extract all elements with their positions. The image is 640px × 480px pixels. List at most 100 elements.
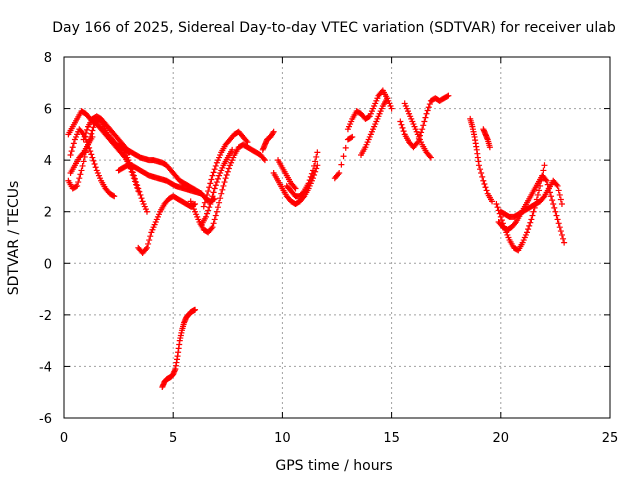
- axis-ticks: 0 5 10 15 20 25 -6 -4 -2 0 2 4 6 8: [39, 51, 618, 446]
- data-point: [243, 137, 250, 144]
- data-point: [83, 126, 90, 133]
- data-point: [204, 191, 211, 198]
- data-point: [528, 216, 535, 223]
- data-point: [207, 180, 214, 187]
- data-point: [221, 179, 228, 186]
- data-point: [206, 184, 213, 191]
- data-point: [135, 185, 142, 192]
- y-tick-label: 6: [44, 103, 52, 118]
- data-point: [398, 121, 405, 128]
- data-point: [365, 113, 372, 120]
- data-point: [128, 166, 135, 173]
- data-point: [388, 105, 395, 112]
- data-point: [131, 175, 138, 182]
- data-point: [556, 191, 563, 198]
- series-track-16: [275, 157, 299, 192]
- data-point: [213, 179, 220, 186]
- data-point: [553, 212, 560, 219]
- data-point: [481, 180, 488, 187]
- data-point: [311, 162, 318, 169]
- data-point: [338, 161, 345, 168]
- data-point: [425, 104, 432, 111]
- data-point: [222, 175, 229, 182]
- data-point: [551, 204, 558, 211]
- grid-lines: [64, 57, 610, 418]
- data-point: [534, 191, 541, 198]
- data-point: [223, 171, 230, 178]
- data-point: [142, 246, 149, 253]
- x-tick-label: 0: [60, 431, 68, 446]
- data-point: [527, 219, 534, 226]
- data-point: [225, 165, 232, 172]
- data-point: [335, 171, 342, 178]
- chart-title: Day 166 of 2025, Sidereal Day-to-day VTE…: [52, 20, 616, 36]
- data-point: [213, 208, 220, 215]
- data-point: [216, 199, 223, 206]
- data-point: [126, 159, 133, 166]
- data-point: [497, 213, 504, 220]
- data-point: [426, 101, 433, 108]
- data-point: [486, 144, 493, 151]
- data-point: [552, 208, 559, 215]
- series-track-21: [401, 100, 434, 161]
- data-point: [548, 193, 555, 200]
- data-point: [525, 226, 532, 233]
- series-track-19: [358, 95, 391, 158]
- data-point: [218, 190, 225, 197]
- x-axis-label: GPS time / hours: [275, 458, 392, 474]
- data-point: [536, 187, 543, 194]
- data-point: [530, 208, 537, 215]
- data-point: [214, 204, 221, 211]
- data-point: [553, 181, 560, 188]
- data-point: [77, 171, 84, 178]
- data-point: [478, 170, 485, 177]
- data-point: [209, 172, 216, 179]
- data-point: [89, 154, 96, 161]
- data-point: [489, 198, 496, 205]
- data-point: [399, 124, 406, 131]
- data-point: [136, 188, 143, 195]
- data-point: [427, 154, 434, 161]
- data-point: [146, 237, 153, 244]
- data-point: [480, 177, 487, 184]
- data-point: [494, 204, 501, 211]
- data-point: [313, 153, 320, 160]
- data-point: [475, 162, 482, 169]
- data-point: [208, 225, 215, 232]
- x-tick-label: 15: [383, 431, 400, 446]
- data-point: [342, 144, 349, 151]
- data-point: [147, 233, 154, 240]
- data-point: [68, 148, 75, 155]
- data-point: [498, 217, 505, 224]
- data-point: [526, 222, 533, 229]
- data-point: [314, 149, 321, 156]
- data-point: [418, 129, 425, 136]
- data-point: [483, 187, 490, 194]
- data-point: [541, 162, 548, 169]
- data-point: [198, 190, 205, 197]
- data-point: [340, 153, 347, 160]
- data-point: [81, 133, 88, 140]
- data-point: [444, 93, 451, 100]
- data-point: [192, 306, 199, 313]
- data-point: [208, 197, 215, 204]
- data-point: [397, 118, 404, 125]
- data-point: [130, 172, 137, 179]
- x-tick-label: 25: [602, 431, 619, 446]
- data-point: [202, 195, 209, 202]
- data-point: [400, 128, 407, 135]
- data-point: [493, 200, 500, 207]
- data-point: [511, 220, 518, 227]
- data-point: [384, 95, 391, 102]
- data-point: [423, 110, 430, 117]
- data-point: [69, 144, 76, 151]
- data-point: [202, 213, 209, 220]
- data-point: [210, 189, 217, 196]
- data-point: [349, 133, 356, 140]
- data-point: [348, 134, 355, 141]
- data-marks: [65, 87, 568, 391]
- data-point: [88, 130, 95, 137]
- data-point: [87, 148, 94, 155]
- data-point: [211, 185, 218, 192]
- y-tick-label: -2: [39, 309, 52, 324]
